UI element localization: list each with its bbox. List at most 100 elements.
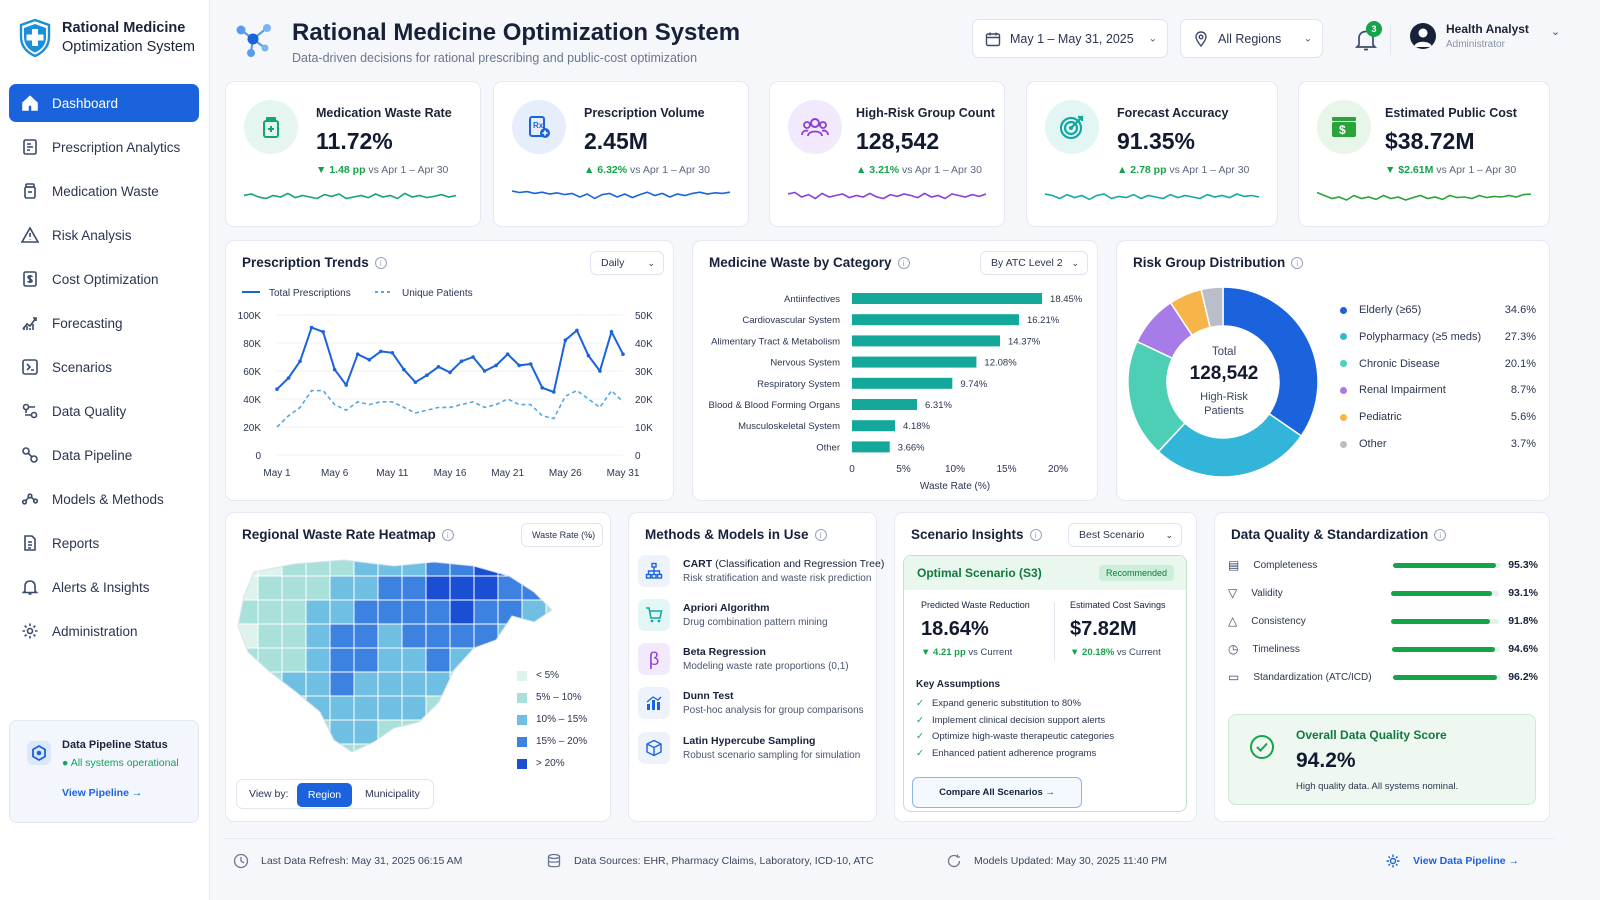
compare-scenarios-button[interactable]: Compare All Scenarios → <box>912 777 1082 808</box>
sidebar-item-forecasting[interactable]: Forecasting <box>9 304 199 342</box>
app-logo[interactable]: Rational Medicine Optimization System <box>18 18 195 58</box>
quality-progress-fill <box>1393 674 1498 680</box>
legend-item[interactable]: Pediatric 5.6% <box>1340 411 1536 423</box>
regional-heatmap-map[interactable] <box>234 552 552 768</box>
date-range-selector[interactable]: May 1 – May 31, 2025 ⌄ <box>972 19 1168 58</box>
sidebar-item-models-methods[interactable]: Models & Methods <box>9 480 199 518</box>
sidebar-item-prescription-analytics[interactable]: Prescription Analytics <box>9 128 199 166</box>
method-item-dunn-test[interactable]: Dunn Test Post-hoc analysis for group com… <box>638 687 868 727</box>
map-region <box>449 599 475 625</box>
sidebar-item-dashboard[interactable]: Dashboard <box>9 84 199 122</box>
sidebar-item-alerts-insights[interactable]: Alerts & Insights <box>9 568 199 606</box>
method-item-cart[interactable]: CART (Classification and Regression Tree… <box>638 555 884 595</box>
map-region <box>521 599 547 625</box>
quality-progress-bar <box>1391 590 1500 596</box>
kpi-sparkline <box>1317 191 1531 201</box>
view-municipality-button[interactable]: Municipality <box>365 788 420 800</box>
heatmap-metric-selector[interactable]: Waste Rate (%) ⌄ <box>521 523 603 547</box>
document-icon: ▭ <box>1228 670 1240 684</box>
info-icon[interactable]: i <box>1029 529 1042 541</box>
map-region <box>545 623 552 649</box>
x-tick: May 31 <box>607 468 640 479</box>
info-icon[interactable]: i <box>897 257 910 269</box>
map-region <box>377 647 403 673</box>
info-icon[interactable]: i <box>1434 529 1447 541</box>
y-right-tick: 30K <box>635 367 653 378</box>
period-selector[interactable]: Daily ⌄ <box>590 251 664 275</box>
info-icon[interactable]: i <box>374 257 387 269</box>
heatmap-legend-item: 15% – 20% <box>517 736 587 747</box>
kpi-card-public-cost[interactable]: $ Estimated Public Cost $38.72M ▼ $2.61M… <box>1298 81 1550 227</box>
sidebar-item-data-pipeline[interactable]: Data Pipeline <box>9 436 199 474</box>
kpi-sparkline <box>788 191 986 200</box>
view-data-pipeline-link[interactable]: View Data Pipeline → <box>1385 853 1519 869</box>
users-icon <box>788 100 842 154</box>
waste-bar <box>852 356 977 368</box>
info-icon[interactable]: i <box>441 529 454 541</box>
legend-swatch <box>1340 386 1347 394</box>
warning-icon <box>21 226 39 243</box>
info-icon[interactable]: i <box>1291 257 1304 269</box>
map-region <box>521 623 547 649</box>
legend-item[interactable]: Other 3.7% <box>1340 438 1536 450</box>
map-region <box>305 647 331 673</box>
atc-level-selector[interactable]: By ATC Level 2 ⌄ <box>980 251 1088 275</box>
method-item-apriori[interactable]: Apriori Algorithm Drug combination patter… <box>638 599 868 639</box>
x-tick: 5% <box>896 464 911 475</box>
kpi-card-waste-rate[interactable]: Medication Waste Rate 11.72% ▼ 1.48 pp v… <box>225 81 481 227</box>
y-right-tick: 10K <box>635 423 653 434</box>
legend-item[interactable]: Elderly (≥65) 34.6% <box>1340 304 1536 316</box>
legend-swatch <box>1340 440 1347 448</box>
clock-icon <box>233 853 249 869</box>
data-point <box>448 370 452 375</box>
map-region <box>329 743 355 752</box>
user-menu[interactable]: Health Analyst Administrator ⌄ <box>1410 22 1560 50</box>
legend-item[interactable]: Renal Impairment 8.7% <box>1340 384 1536 396</box>
view-pipeline-link[interactable]: View Pipeline → <box>62 787 143 799</box>
waste-bar <box>852 293 1043 304</box>
method-item-latin-hypercube[interactable]: Latin Hypercube Sampling Robust scenario … <box>638 732 868 772</box>
method-item-beta-regression[interactable]: β Beta Regression Modeling waste rate pro… <box>638 643 868 683</box>
view-region-button[interactable]: Region <box>297 783 352 807</box>
sidebar-item-medication-waste[interactable]: Medication Waste <box>9 172 199 210</box>
map-region <box>281 695 307 721</box>
sidebar-item-scenarios[interactable]: Scenarios <box>9 348 199 386</box>
kpi-card-forecast-accuracy[interactable]: Forecast Accuracy 91.35% ▲ 2.78 pp vs Ap… <box>1026 81 1278 227</box>
data-point <box>344 383 348 387</box>
map-region <box>377 671 403 697</box>
category-label: Other <box>816 442 840 453</box>
map-region <box>353 647 379 673</box>
map-region <box>281 743 307 752</box>
kpi-card-high-risk-count[interactable]: High-Risk Group Count 128,542 ▲ 3.21% vs… <box>769 81 1005 227</box>
map-region <box>401 743 427 752</box>
bar-value-label: 4.18% <box>903 421 930 432</box>
map-region <box>377 575 403 601</box>
card-title: Methods & Models in Use i <box>645 527 827 542</box>
data-point <box>621 352 625 356</box>
y-right-tick: 40K <box>635 339 653 350</box>
sidebar-item-data-quality[interactable]: Data Quality <box>9 392 199 430</box>
card-title: Regional Waste Rate Heatmap i <box>242 527 454 542</box>
info-icon[interactable]: i <box>814 529 827 541</box>
sidebar-item-label: Medication Waste <box>52 183 159 199</box>
legend-label: 5% – 10% <box>536 692 582 703</box>
sidebar-item-risk-analysis[interactable]: Risk Analysis <box>9 216 199 254</box>
legend-swatch <box>1340 413 1347 421</box>
view-by-label: View by: <box>249 788 289 800</box>
legend-item[interactable]: Chronic Disease 20.1% <box>1340 358 1536 370</box>
sidebar: Rational Medicine Optimization System Da… <box>0 0 210 900</box>
scenario-selector[interactable]: Best Scenario ⌄ <box>1068 523 1182 547</box>
x-tick: May 21 <box>491 468 524 479</box>
sidebar-item-administration[interactable]: Administration <box>9 612 199 650</box>
sidebar-item-reports[interactable]: Reports <box>9 524 199 562</box>
quality-metric-row: ▭ Standardization (ATC/ICD) 96.2% <box>1228 668 1538 686</box>
sidebar-item-cost-optimization[interactable]: Cost Optimization <box>9 260 199 298</box>
legend-label: Polypharmacy (≥5 meds) <box>1359 330 1482 343</box>
map-region <box>497 647 523 673</box>
region-selector[interactable]: All Regions ⌄ <box>1180 19 1323 58</box>
legend-item[interactable]: Polypharmacy (≥5 meds) 27.3% <box>1340 331 1536 343</box>
header-divider <box>1390 25 1391 55</box>
kpi-card-prescription-volume[interactable]: Rx Prescription Volume 2.45M ▲ 6.32% vs … <box>493 81 749 227</box>
sidebar-item-label: Scenarios <box>52 359 113 375</box>
svg-text:$: $ <box>1339 123 1346 137</box>
